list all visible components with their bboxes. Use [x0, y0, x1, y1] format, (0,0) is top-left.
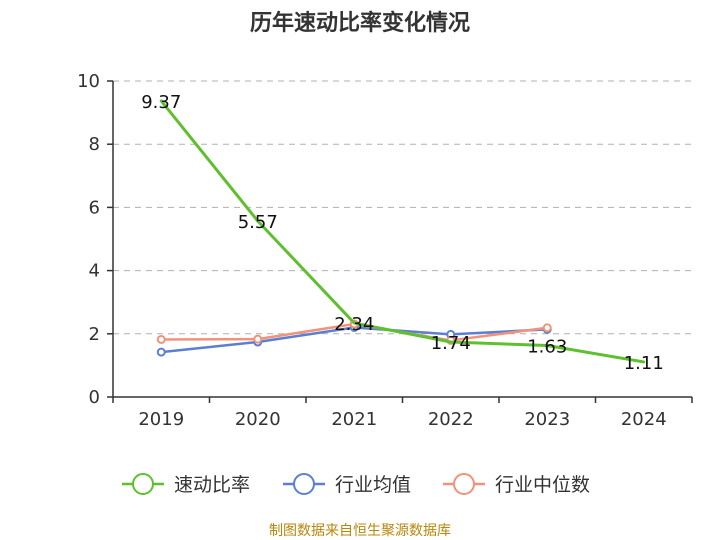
series-point [156, 334, 166, 344]
x-tick-label: 2022 [428, 409, 474, 430]
axes: 0 2 4 6 8 10 2019 2020 2021 2022 2023 2024 [77, 71, 693, 430]
series-layer [156, 99, 646, 364]
x-tick-label: 2020 [235, 409, 281, 430]
x-tick-label: 2024 [621, 409, 667, 430]
legend-item-1[interactable]: 行业均值 [283, 473, 411, 496]
series-point [253, 334, 263, 344]
y-tick-label: 6 [89, 197, 100, 218]
series-line [159, 99, 646, 364]
data-label: 5.57 [238, 212, 278, 233]
series-0 [159, 99, 646, 364]
data-label: 2.34 [334, 314, 374, 335]
x-tick-label: 2019 [138, 409, 184, 430]
y-tick-label: 0 [89, 387, 100, 408]
legend[interactable]: 速动比率 行业均值 行业中位数 [122, 473, 590, 496]
y-tick-label: 4 [89, 261, 100, 282]
y-tick-label: 2 [89, 324, 100, 345]
x-tick-label: 2023 [524, 409, 570, 430]
legend-marker [293, 473, 315, 495]
data-label: 1.74 [431, 333, 471, 354]
data-label: 1.63 [527, 336, 567, 357]
chart-title: 历年速动比率变化情况 [250, 10, 470, 36]
y-tick-label: 10 [77, 71, 100, 92]
source-note: 制图数据来自恒生聚源数据库 [269, 523, 451, 539]
y-tick-label: 8 [89, 134, 100, 155]
legend-item-2[interactable]: 行业中位数 [443, 473, 590, 496]
grid-lines [113, 80, 692, 335]
data-label: 9.37 [141, 92, 181, 113]
series-point [542, 323, 552, 333]
legend-item-0[interactable]: 速动比率 [122, 473, 250, 496]
series-point [156, 347, 166, 357]
data-label: 1.11 [624, 353, 664, 374]
legend-marker [132, 473, 154, 495]
legend-label: 行业中位数 [495, 474, 590, 496]
legend-label: 速动比率 [174, 474, 250, 496]
legend-marker [453, 473, 475, 495]
x-tick-label: 2021 [331, 409, 377, 430]
data-labels: 9.37 5.57 2.34 1.74 1.63 1.11 [141, 92, 664, 374]
legend-label: 行业均值 [335, 474, 411, 496]
